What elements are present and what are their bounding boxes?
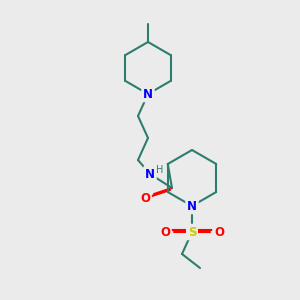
Text: H: H — [156, 165, 164, 175]
Text: O: O — [160, 226, 170, 238]
Text: N: N — [145, 167, 155, 181]
Text: N: N — [187, 200, 197, 212]
Text: S: S — [188, 226, 196, 238]
Text: O: O — [140, 193, 150, 206]
Text: O: O — [214, 226, 224, 238]
Text: N: N — [143, 88, 153, 100]
